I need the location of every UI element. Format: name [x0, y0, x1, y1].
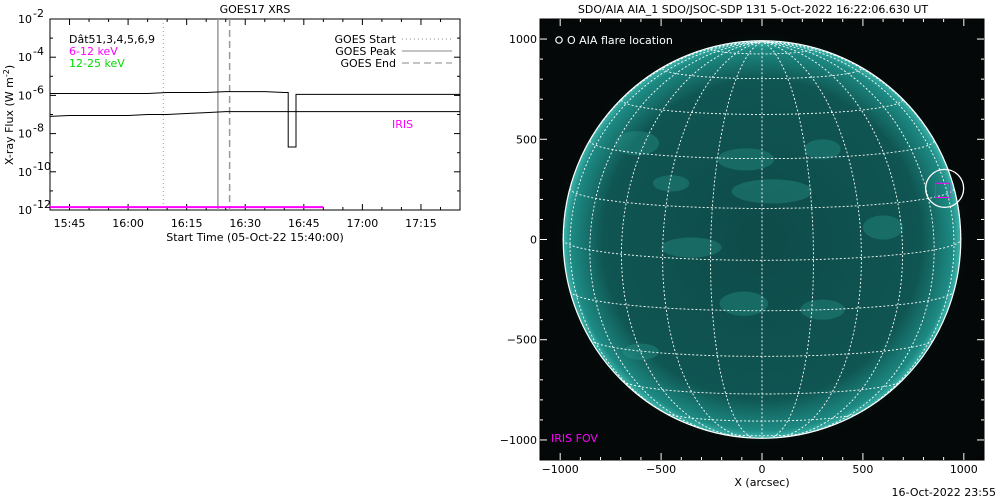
aia-x-tick-label: 500 — [852, 463, 873, 476]
goes-y-tick-label: 10 — [18, 166, 32, 179]
goes-x-tick-label: 15:45 — [54, 217, 86, 230]
goes-x-axis: 15:45 16:00 16:15 16:30 16:45 17:00 17:15 — [49, 19, 461, 230]
grid-latitude-line — [620, 99, 904, 115]
goes-y-axis-label: X-ray Flux (W m-2) — [2, 65, 16, 165]
legend-flare-marker — [555, 36, 563, 44]
legend-goes-start: GOES Start — [335, 33, 397, 46]
goes-x-axis-label: Start Time (05-Oct-22 15:40:00) — [166, 231, 344, 244]
active-region-4 — [804, 139, 841, 160]
active-region-3 — [653, 175, 690, 192]
heliographic-grid — [562, 40, 962, 439]
aia-x-tick-label: −1000 — [542, 463, 579, 476]
goes-x-tick-label: 17:15 — [405, 217, 437, 230]
active-region-2 — [731, 179, 813, 204]
legend-goes-peak: GOES Peak — [335, 45, 396, 58]
grid-latitude-line — [662, 68, 862, 80]
active-region-7 — [800, 299, 845, 320]
limb-circle — [562, 40, 962, 439]
active-region-9 — [862, 215, 904, 240]
goes-y-tick-exponent: -4 — [33, 45, 44, 58]
grid-longitude-line — [761, 41, 955, 423]
aia-chart-title: SDO/AIA AIA_1 SDO/JSOC-SDP 131 5-Oct-202… — [578, 3, 929, 16]
aia-image-chart: SDO/AIA AIA_1 SDO/JSOC-SDP 131 5-Oct-202… — [500, 3, 985, 489]
legend-goes-end: GOES End — [340, 57, 396, 70]
solar-disk — [551, 28, 973, 451]
iris-fov-label: IRIS FOV — [551, 432, 598, 445]
aia-y-tick-label: −1000 — [500, 434, 537, 447]
active-region-0 — [614, 131, 660, 156]
grid-longitude-line — [620, 41, 763, 438]
goes-x-tick-label: 16:00 — [112, 217, 144, 230]
aia-y-tick-label: 500 — [516, 133, 537, 146]
goes-y-tick-label: 10 — [18, 13, 32, 26]
aia-overlays — [924, 168, 965, 209]
iris-fov-box — [935, 182, 951, 198]
flare-location-marker — [924, 168, 965, 209]
goes-event-lines — [162, 19, 231, 210]
goes-series-line-1 — [49, 111, 460, 117]
goes-x-tick-label: 16:30 — [229, 217, 261, 230]
grid-longitude-line — [761, 41, 862, 439]
legend-6-12-kev: 6-12 keV — [69, 45, 118, 58]
goes-y-tick-exponent: -12 — [33, 198, 51, 211]
legend-detectors: Dât51,3,4,5,6,9 — [69, 33, 155, 46]
grid-longitude-line — [569, 41, 763, 423]
goes-y-tick-exponent: -10 — [33, 160, 51, 173]
active-region-5 — [661, 237, 722, 258]
goes-y-tick-exponent: -6 — [33, 83, 44, 96]
aia-x-axis: −1000 −500 0 500 1000 — [542, 19, 978, 476]
goes-series-line-0 — [50, 91, 460, 148]
grid-longitude-line — [761, 41, 904, 438]
aia-y-tick-label: 0 — [530, 234, 537, 247]
goes-y-tick-label: 10 — [18, 51, 32, 64]
active-region-8 — [622, 343, 660, 360]
grid-longitude-line — [662, 41, 763, 439]
aia-y-tick-label: 1000 — [509, 33, 537, 46]
grid-longitude-line — [589, 41, 763, 436]
goes-series-group — [49, 91, 460, 209]
grid-longitude-line — [761, 41, 935, 436]
grid-longitude-line — [710, 41, 763, 439]
grid-longitude-line — [761, 41, 814, 439]
legend-12-25-kev: 12-25 keV — [69, 57, 125, 70]
active-region-1 — [717, 148, 775, 171]
aia-x-tick-label: 0 — [759, 463, 766, 476]
goes-y-tick-label: 10 — [18, 128, 32, 141]
goes-x-tick-label: 16:15 — [171, 217, 203, 230]
aia-x-tick-label: −500 — [646, 463, 676, 476]
goes-chart-title: GOES17 XRS — [220, 3, 291, 16]
goes-y-tick-exponent: -8 — [33, 122, 44, 135]
iris-annotation: IRIS — [392, 118, 413, 131]
aia-y-axis: 1000 500 0 −500 −1000 — [500, 33, 984, 447]
goes-y-tick-exponent: -2 — [33, 7, 44, 20]
goes-y-tick-label: 10 — [18, 89, 32, 102]
aia-x-axis-label: X (arcsec) — [734, 476, 789, 489]
active-region-6 — [719, 291, 769, 316]
footer-timestamp: 16-Oct-2022 23:55 — [892, 486, 996, 499]
legend-flare-location: O AIA flare location — [567, 34, 673, 47]
goes-x-tick-label: 17:00 — [347, 217, 379, 230]
goes-y-tick-label: 10 — [18, 204, 32, 217]
solar-disk-surface — [563, 40, 961, 439]
goes-x-tick-label: 16:45 — [288, 217, 320, 230]
aia-x-tick-label: 1000 — [950, 463, 978, 476]
aia-y-tick-label: −500 — [507, 334, 537, 347]
